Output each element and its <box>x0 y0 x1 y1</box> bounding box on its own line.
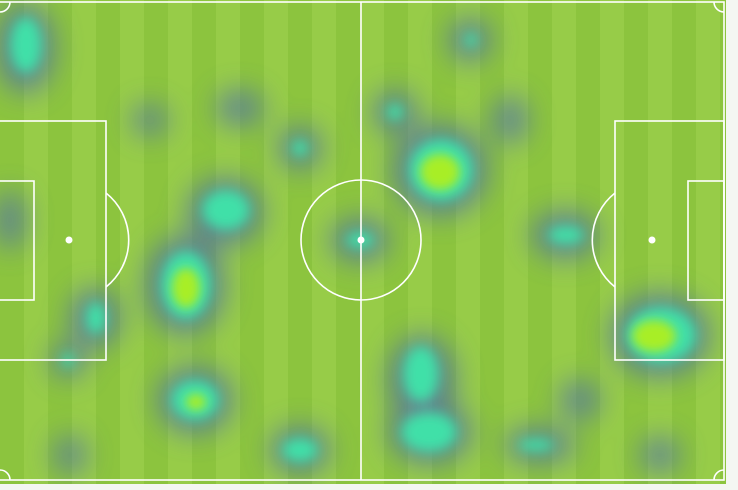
left-penalty-box <box>0 120 107 361</box>
heat-halo <box>0 3 710 475</box>
heat-spot <box>492 96 528 144</box>
right-penalty-arc <box>591 192 616 288</box>
corner-arc <box>0 1 11 13</box>
heat-spot <box>548 226 584 244</box>
heat-spot <box>465 33 477 47</box>
left-penalty-spot <box>65 236 73 244</box>
heat-spot <box>10 17 42 73</box>
right-penalty-spot <box>648 236 656 244</box>
corner-arc <box>0 469 11 481</box>
heat-spot <box>132 104 168 136</box>
center-circle <box>300 179 422 301</box>
left-goal-area <box>0 180 35 301</box>
heat-spot <box>518 439 554 451</box>
heat-spot <box>292 140 308 156</box>
heat-spot <box>172 268 200 308</box>
corner-arc <box>713 1 725 13</box>
heat-spot <box>86 302 106 334</box>
heat-spot <box>640 437 680 473</box>
heat-spot <box>560 380 600 420</box>
heat-spot <box>216 90 264 126</box>
heat-spot <box>0 190 26 250</box>
left-penalty-arc <box>105 192 130 288</box>
heat-core <box>172 154 676 410</box>
heat-spot <box>54 435 86 475</box>
pitch-lines <box>0 1 725 481</box>
corner-arc <box>713 469 725 481</box>
heat-spot <box>282 438 318 462</box>
heat-spot <box>420 154 460 190</box>
heat-spot <box>403 346 439 402</box>
heat-spot <box>186 394 206 410</box>
heat-spot <box>632 320 676 352</box>
heat-spot <box>202 190 250 230</box>
heat-spot <box>401 412 457 452</box>
center-spot <box>357 236 365 244</box>
heat-spot <box>387 104 403 120</box>
right-goal-area <box>687 180 725 301</box>
heatmap <box>0 3 710 475</box>
